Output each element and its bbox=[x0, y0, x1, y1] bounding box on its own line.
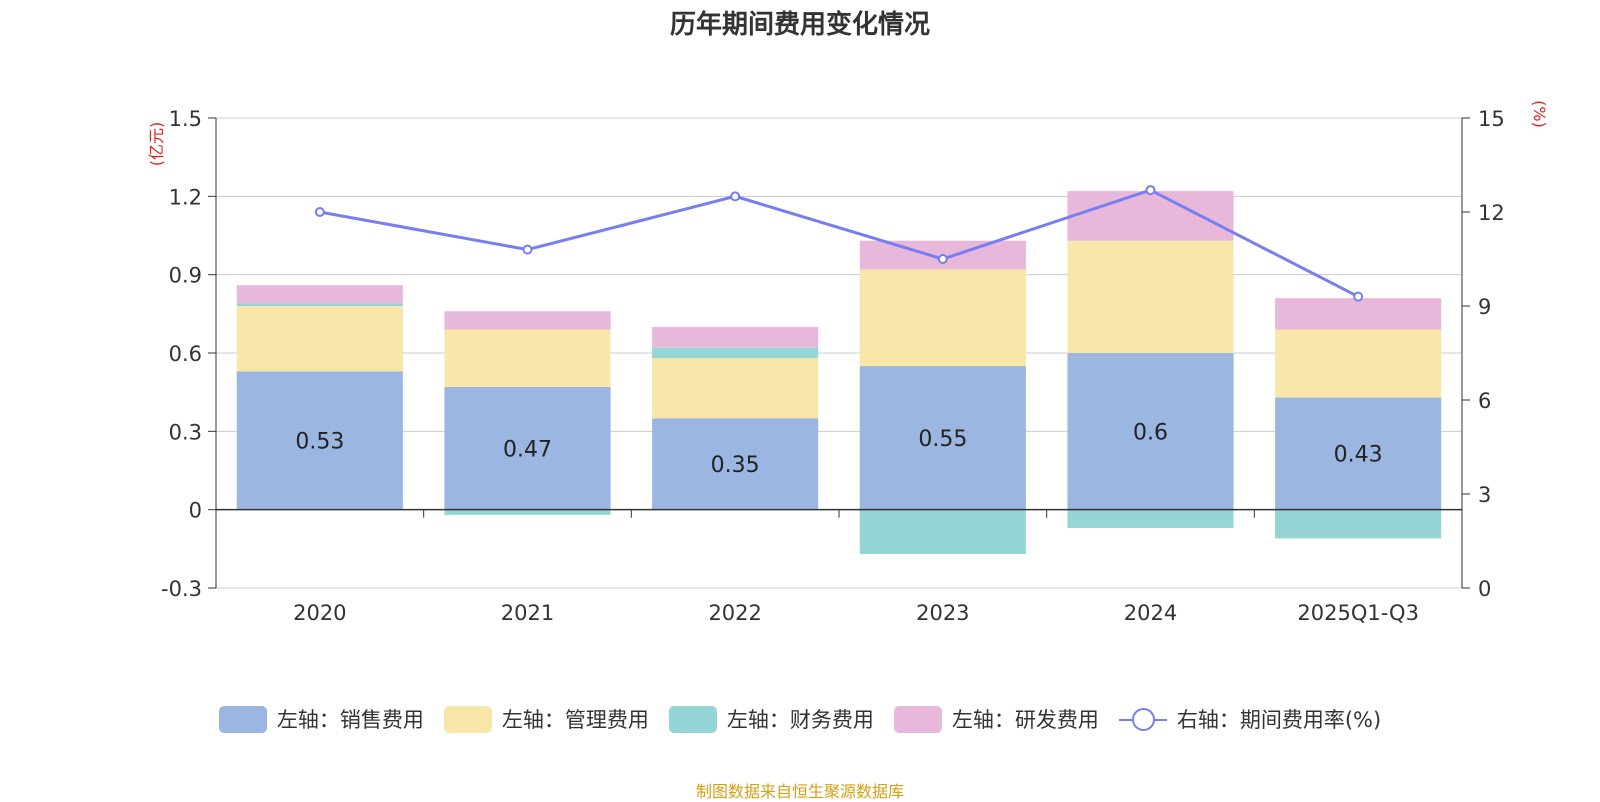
legend-item-rate[interactable]: 右轴：期间费用率(%) bbox=[1118, 704, 1382, 734]
bar-s0-1 bbox=[444, 386, 611, 510]
bar-s0-0 bbox=[236, 371, 403, 510]
legend-label-admin: 左轴：管理费用 bbox=[501, 708, 649, 732]
bar-s2-1 bbox=[444, 509, 611, 515]
right-tick-label-4: 12 bbox=[1478, 201, 1505, 225]
legend-swatch-finance bbox=[668, 705, 717, 733]
left-axis-unit-label: (亿元) bbox=[147, 122, 166, 167]
legend-swatch-admin bbox=[443, 705, 492, 733]
source-note: 制图数据来自恒生聚源数据库 bbox=[695, 782, 904, 801]
data-label-sales-4: 0.6 bbox=[1133, 420, 1168, 445]
bar-s3-5 bbox=[1275, 298, 1442, 330]
bar-s3-1 bbox=[444, 311, 611, 330]
bar-s2-0 bbox=[236, 303, 403, 306]
bar-s0-3 bbox=[859, 366, 1026, 510]
right-tick-label-5: 15 bbox=[1478, 107, 1505, 131]
left-tick-label-4: 0.9 bbox=[169, 264, 202, 288]
legend-swatch-sales bbox=[218, 705, 267, 733]
right-axis-unit-label: (%) bbox=[1530, 100, 1549, 128]
right-tick-label-3: 9 bbox=[1478, 295, 1491, 319]
rate-point-3 bbox=[937, 254, 948, 264]
left-tick-label-3: 0.6 bbox=[169, 342, 202, 366]
rate-point-1 bbox=[522, 244, 533, 255]
chart-title: 历年期间费用变化情况 bbox=[669, 10, 930, 40]
bar-s0-2 bbox=[652, 418, 819, 510]
left-tick-label-1: 0 bbox=[189, 499, 202, 523]
bar-s3-0 bbox=[236, 285, 403, 304]
legend-label-sales: 左轴：销售费用 bbox=[276, 708, 424, 732]
rate-point-5 bbox=[1353, 291, 1364, 302]
left-tick-label-5: 1.2 bbox=[169, 185, 202, 209]
data-label-sales-2: 0.35 bbox=[711, 453, 760, 478]
x-tick-label-5: 2025Q1-Q3 bbox=[1297, 601, 1419, 625]
left-tick-label-2: 0.3 bbox=[169, 420, 202, 444]
x-tick-label-1: 2021 bbox=[501, 601, 554, 625]
right-tick-label-2: 6 bbox=[1478, 389, 1491, 413]
bar-s1-3 bbox=[859, 269, 1026, 367]
left-tick-label-6: 1.5 bbox=[169, 107, 202, 131]
bar-s0-5 bbox=[1275, 397, 1442, 510]
bar-s1-1 bbox=[444, 329, 611, 387]
bar-s2-3 bbox=[859, 509, 1026, 555]
legend-item-finance[interactable]: 左轴：财务费用 bbox=[668, 704, 874, 734]
bar-s2-5 bbox=[1275, 509, 1442, 539]
x-tick-label-3: 2023 bbox=[916, 601, 969, 625]
x-tick-label-0: 2020 bbox=[293, 601, 346, 625]
legend-label-rd: 左轴：研发费用 bbox=[951, 708, 1099, 732]
data-label-sales-0: 0.53 bbox=[295, 429, 344, 454]
legend-item-sales[interactable]: 左轴：销售费用 bbox=[218, 704, 424, 734]
x-tick-label-4: 2024 bbox=[1124, 601, 1177, 625]
bar-s3-4 bbox=[1067, 191, 1234, 241]
right-tick-label-1: 3 bbox=[1478, 483, 1491, 507]
rate-point-2 bbox=[730, 191, 741, 202]
bar-s1-0 bbox=[236, 306, 403, 372]
left-tick-label-0: -0.3 bbox=[161, 577, 202, 601]
legend-item-rd[interactable]: 左轴：研发费用 bbox=[893, 704, 1099, 734]
legend-swatch-rd bbox=[893, 705, 942, 733]
bar-s1-4 bbox=[1067, 240, 1234, 353]
legend: 左轴：销售费用 左轴：管理费用 左轴：财务费用 左轴：研发费用 右轴：期间费用率… bbox=[0, 704, 1600, 734]
bar-s1-2 bbox=[652, 358, 819, 419]
data-label-sales-3: 0.55 bbox=[918, 427, 967, 452]
rate-line bbox=[319, 188, 1359, 298]
right-tick-label-0: 0 bbox=[1478, 577, 1491, 601]
bar-s3-2 bbox=[652, 326, 819, 348]
bar-s0-4 bbox=[1067, 353, 1234, 510]
data-label-sales-5: 0.43 bbox=[1334, 443, 1383, 468]
legend-label-finance: 左轴：财务费用 bbox=[726, 708, 874, 732]
bar-s2-2 bbox=[652, 347, 819, 359]
rate-point-4 bbox=[1145, 185, 1156, 196]
data-label-sales-1: 0.47 bbox=[503, 437, 552, 462]
legend-item-admin[interactable]: 左轴：管理费用 bbox=[443, 704, 649, 734]
rate-point-0 bbox=[314, 207, 325, 217]
legend-line-icon bbox=[1118, 706, 1167, 733]
x-tick-label-2: 2022 bbox=[708, 601, 761, 625]
bar-s2-4 bbox=[1067, 509, 1234, 528]
bar-s1-5 bbox=[1275, 329, 1442, 398]
legend-label-rate: 右轴：期间费用率(%) bbox=[1176, 708, 1382, 732]
